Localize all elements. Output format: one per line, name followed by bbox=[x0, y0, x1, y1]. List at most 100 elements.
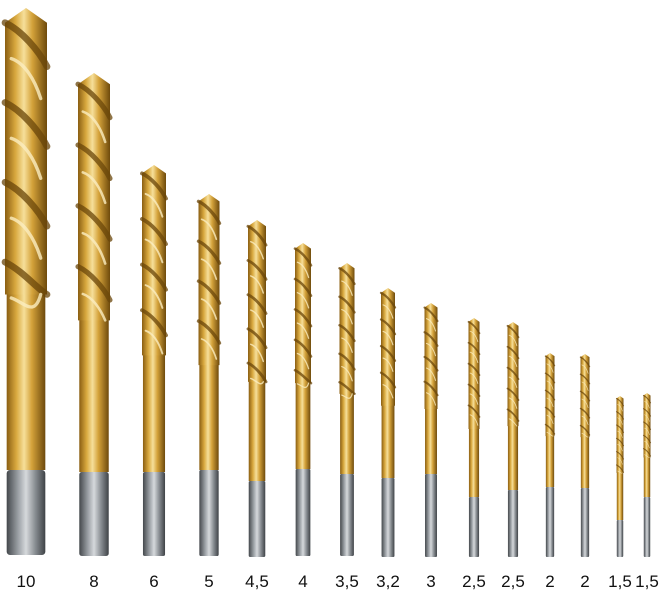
flute-highlight bbox=[581, 432, 589, 438]
bit-size-label: 5 bbox=[204, 572, 214, 591]
flute-highlight bbox=[9, 56, 43, 101]
flute-highlight bbox=[382, 357, 394, 372]
flute-highlight bbox=[425, 318, 437, 332]
flute-groove bbox=[615, 424, 625, 433]
gold-shank bbox=[295, 381, 311, 469]
flute-groove bbox=[140, 217, 168, 246]
flute-highlight bbox=[341, 393, 353, 399]
flute-groove bbox=[1, 19, 51, 70]
flute-highlight bbox=[617, 430, 623, 438]
flute-groove bbox=[467, 341, 481, 356]
flute-groove bbox=[506, 345, 520, 360]
flute-groove bbox=[544, 372, 556, 384]
steel-shank bbox=[616, 520, 624, 557]
bit-size-label: 1,5 bbox=[608, 572, 632, 591]
flute-groove bbox=[246, 361, 268, 384]
flute-highlight bbox=[581, 364, 589, 374]
flute-highlight bbox=[508, 418, 518, 427]
bit-size-label: 3,2 bbox=[376, 572, 400, 591]
bit-size-label: 1,5 bbox=[635, 572, 659, 591]
flute-highlight bbox=[617, 457, 623, 465]
flute-highlight bbox=[508, 355, 518, 368]
flute-highlight bbox=[581, 415, 589, 426]
flute-highlight bbox=[617, 444, 623, 452]
flute-highlight bbox=[469, 414, 479, 426]
flute-groove bbox=[467, 362, 481, 377]
bit-size-label: 3,5 bbox=[335, 572, 359, 591]
flute-groove bbox=[423, 355, 439, 372]
fluted-body bbox=[295, 243, 311, 384]
flute-groove bbox=[579, 356, 591, 368]
flute-groove bbox=[544, 355, 556, 367]
steel-shank bbox=[468, 497, 480, 557]
flute-groove bbox=[338, 324, 356, 343]
flute-highlight bbox=[296, 261, 310, 279]
flute-groove bbox=[506, 408, 520, 422]
flute-groove bbox=[642, 434, 652, 444]
drill-bit bbox=[293, 243, 313, 556]
drill-bit bbox=[544, 353, 556, 557]
flute-highlight bbox=[81, 292, 107, 322]
flute-highlight bbox=[546, 431, 554, 437]
bit-size-label: 4 bbox=[298, 572, 308, 591]
flute-highlight bbox=[249, 377, 265, 385]
flute-groove bbox=[75, 203, 113, 242]
flute-highlight bbox=[644, 454, 650, 458]
flute-groove bbox=[379, 318, 397, 336]
flute-groove bbox=[423, 380, 439, 397]
steel-shank bbox=[545, 487, 555, 557]
flute-groove bbox=[1, 258, 51, 298]
flute-groove bbox=[140, 308, 168, 338]
steel-shank bbox=[6, 470, 46, 555]
flute-highlight bbox=[508, 334, 518, 347]
gold-shank bbox=[545, 434, 555, 487]
flute-highlight bbox=[382, 384, 394, 399]
gold-shank bbox=[425, 407, 437, 474]
drill-bit bbox=[196, 194, 222, 556]
flute-groove bbox=[579, 407, 591, 419]
fluted-body bbox=[339, 263, 355, 394]
flute-groove bbox=[196, 279, 222, 305]
flute-groove bbox=[246, 259, 268, 281]
flute-highlight bbox=[200, 258, 218, 280]
flute-highlight bbox=[546, 414, 554, 425]
flute-groove bbox=[506, 387, 520, 401]
flute-highlight bbox=[581, 381, 589, 391]
flute-highlight bbox=[144, 238, 164, 264]
steel-shank bbox=[295, 469, 311, 556]
flute-highlight bbox=[508, 397, 518, 409]
flute-groove bbox=[423, 331, 439, 347]
gold-shank bbox=[248, 379, 266, 481]
flute-highlight bbox=[341, 365, 353, 382]
flute-highlight bbox=[644, 401, 650, 409]
flute-highlight bbox=[144, 284, 164, 309]
flute-groove bbox=[544, 406, 556, 418]
flute-groove bbox=[615, 397, 625, 407]
flute-highlight bbox=[382, 304, 394, 319]
gold-shank bbox=[340, 391, 354, 474]
fluted-body bbox=[381, 288, 395, 406]
flute-highlight bbox=[425, 342, 437, 357]
bit-size-label: 2,5 bbox=[501, 572, 525, 591]
flute-groove bbox=[196, 199, 222, 225]
flute-highlight bbox=[341, 308, 353, 325]
flute-groove bbox=[246, 293, 268, 315]
bit-size-label: 8 bbox=[89, 572, 99, 591]
flute-groove bbox=[338, 295, 356, 314]
flute-highlight bbox=[546, 363, 554, 373]
flute-groove bbox=[379, 371, 397, 389]
flute-highlight bbox=[296, 292, 310, 309]
gold-shank bbox=[468, 426, 480, 497]
flute-groove bbox=[579, 373, 591, 385]
flute-groove bbox=[544, 423, 556, 435]
flute-highlight bbox=[81, 110, 107, 144]
gold-shank bbox=[616, 470, 624, 520]
flute-highlight bbox=[200, 218, 218, 241]
steel-shank bbox=[381, 478, 395, 557]
flute-groove bbox=[579, 390, 591, 402]
flute-groove bbox=[467, 320, 481, 335]
flute-groove bbox=[140, 171, 168, 201]
flute-highlight bbox=[341, 337, 353, 353]
flute-highlight bbox=[296, 352, 310, 370]
flute-groove bbox=[467, 383, 481, 397]
